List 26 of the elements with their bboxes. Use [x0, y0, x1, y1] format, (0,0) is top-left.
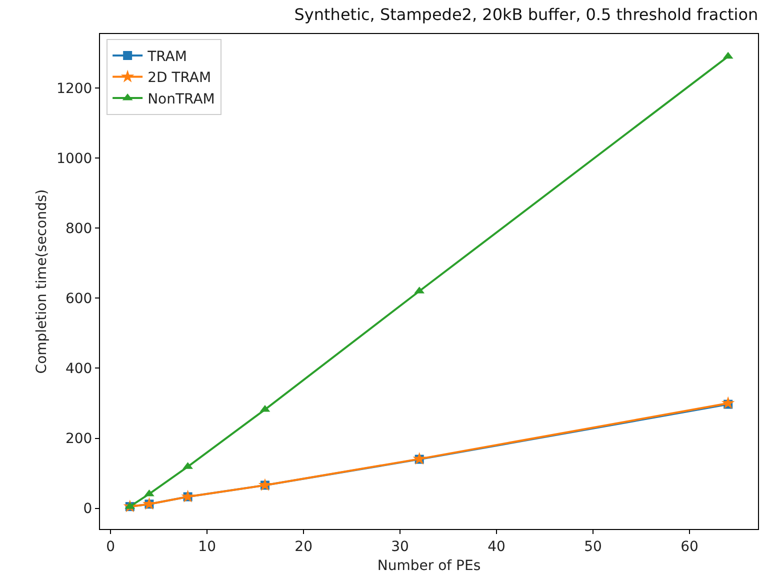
- y-tick-label: 200: [65, 431, 92, 448]
- point: [258, 478, 272, 491]
- x-tick-label: 10: [198, 538, 216, 555]
- x-tick-label: 0: [106, 538, 116, 555]
- legend-label: TRAM: [146, 49, 187, 66]
- point: [142, 497, 156, 510]
- y-tick-label: 400: [65, 361, 92, 378]
- y-tick-label: 1000: [56, 150, 92, 167]
- x-tick-label: 60: [680, 538, 698, 555]
- legend-label: 2D TRAM: [148, 70, 212, 86]
- x-tick-label: 20: [294, 538, 312, 555]
- point: [144, 489, 154, 496]
- y-tick-label: 0: [83, 501, 92, 518]
- y-tick-label: 600: [65, 291, 92, 308]
- x-tick-label: 30: [391, 538, 409, 555]
- x-tick-label: 40: [488, 538, 506, 555]
- x-tick-label: 50: [584, 538, 602, 555]
- y-tick-label: 800: [65, 220, 92, 237]
- y-tick-label: 1200: [56, 80, 92, 97]
- y-axis-title: Completion time(seconds): [34, 189, 50, 374]
- point: [412, 452, 426, 465]
- x-axis-title: Number of PEs: [377, 558, 481, 574]
- point: [181, 490, 194, 502]
- legend-label: NonTRAM: [148, 91, 215, 108]
- chart-title: Synthetic, Stampede2, 20kB buffer, 0.5 threshold fraction: [294, 5, 758, 24]
- point: [721, 396, 735, 409]
